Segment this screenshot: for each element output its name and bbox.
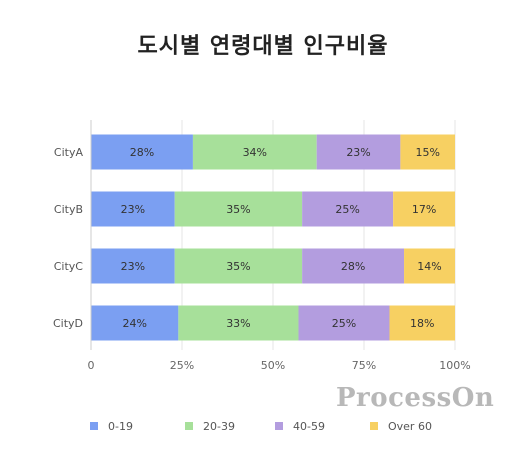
- legend-swatch: [370, 422, 378, 430]
- bar-segment: [404, 248, 455, 284]
- bar-segment: [389, 305, 455, 341]
- x-tick-label: 50%: [261, 359, 285, 372]
- chart-title: 도시별 연령대별 인구비율: [137, 34, 389, 59]
- legend-item: Over 60: [370, 420, 450, 433]
- category-label: CityB: [54, 203, 83, 216]
- legend-swatch: [185, 422, 193, 430]
- bar-segment: [302, 191, 394, 227]
- data-label: 17%: [412, 203, 436, 216]
- data-label: 28%: [130, 146, 154, 159]
- x-tick-label: 75%: [352, 359, 376, 372]
- bar-segment: [174, 191, 303, 227]
- bar-segment: [91, 248, 175, 284]
- x-tick-label: 0: [88, 359, 95, 372]
- legend-swatch: [275, 422, 283, 430]
- data-label: 35%: [226, 203, 250, 216]
- category-label: CityA: [54, 146, 84, 159]
- axes: 0 25% 50% 75% 100% CityA CityB CityC CityD: [53, 120, 471, 372]
- data-label: 33%: [226, 317, 250, 330]
- data-label: 18%: [410, 317, 434, 330]
- data-label: 25%: [332, 317, 356, 330]
- bar-segment: [316, 134, 401, 170]
- bar-segment: [91, 191, 175, 227]
- x-tick-label: 100%: [439, 359, 470, 372]
- category-label: CityC: [54, 260, 84, 273]
- bar-segment: [298, 305, 390, 341]
- bar-segment: [174, 248, 303, 284]
- data-label: 23%: [121, 260, 145, 273]
- legend: 0-19 20-39 40-59 Over 60: [90, 418, 450, 434]
- bar-segment: [400, 134, 455, 170]
- data-label: 35%: [226, 260, 250, 273]
- legend-label: 40-59: [293, 419, 325, 433]
- category-label: CityD: [53, 317, 83, 330]
- legend-item: 20-39: [185, 420, 275, 433]
- data-label: 23%: [121, 203, 145, 216]
- data-label: 14%: [417, 260, 441, 273]
- data-label: 24%: [122, 317, 146, 330]
- bar-segment: [393, 191, 455, 227]
- bar-segment: [178, 305, 299, 341]
- data-label: 25%: [335, 203, 359, 216]
- legend-item: 0-19: [90, 420, 185, 433]
- data-label: 28%: [341, 260, 365, 273]
- data-label: 23%: [346, 146, 370, 159]
- bar-segment: [192, 134, 317, 170]
- bar-segment: [91, 134, 193, 170]
- legend-label: Over 60: [388, 419, 432, 433]
- bar-segment: [91, 305, 179, 341]
- x-tick-label: 25%: [170, 359, 194, 372]
- legend-label: 20-39: [203, 419, 235, 433]
- watermark-logo: ProcessOn: [336, 383, 495, 413]
- data-label: 15%: [415, 146, 439, 159]
- legend-swatch: [90, 422, 98, 430]
- legend-item: 40-59: [275, 420, 370, 433]
- data-labels: 28% 34% 23% 15% 23% 35% 25% 17% 23% 35% 28% 14% 24% 3…: [121, 146, 442, 330]
- bars: [91, 134, 455, 341]
- legend-label: 0-19: [108, 419, 133, 433]
- bar-segment: [302, 248, 405, 284]
- data-label: 34%: [243, 146, 267, 159]
